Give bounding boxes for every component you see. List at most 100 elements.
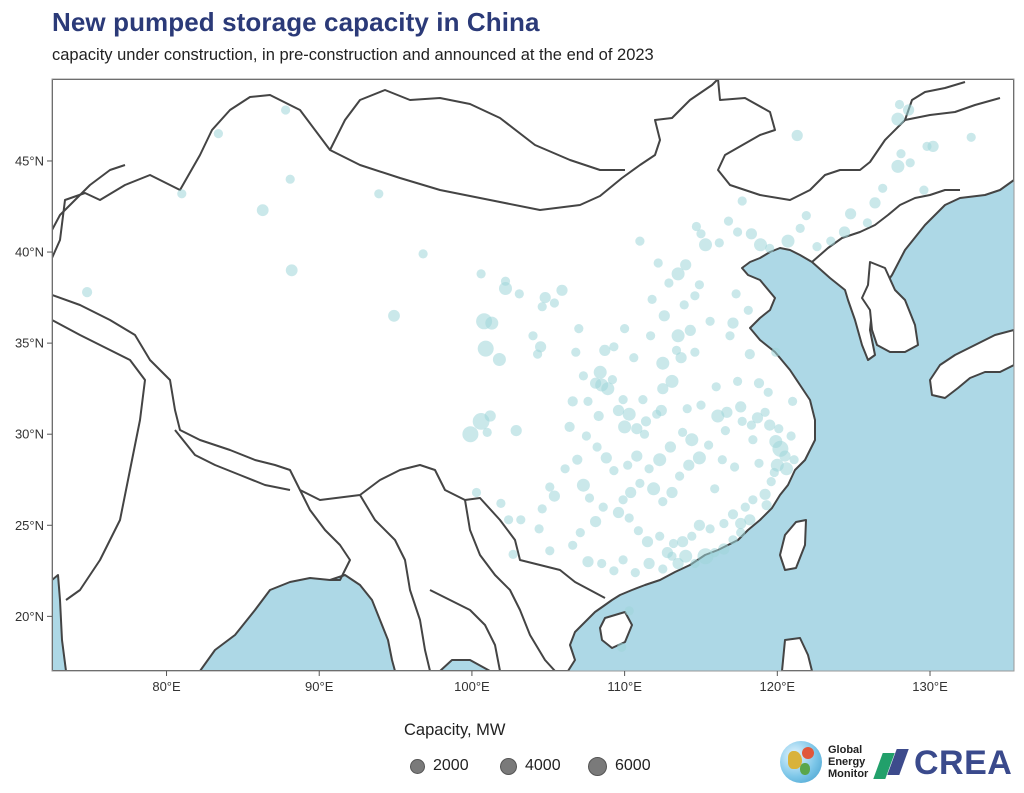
capacity-point [664, 441, 677, 453]
capacity-point [705, 316, 715, 326]
capacity-point [927, 140, 939, 152]
capacity-point [578, 371, 589, 381]
x-tick-label: 90°E [305, 679, 334, 694]
capacity-point [623, 460, 633, 470]
capacity-point [549, 298, 560, 308]
capacity-point [568, 540, 578, 550]
capacity-point [754, 238, 767, 252]
capacity-point [658, 310, 670, 322]
capacity-point [647, 294, 657, 304]
capacity-point [599, 344, 611, 356]
capacity-point [597, 558, 607, 569]
capacity-point [664, 278, 674, 288]
laos-vietnam-border [464, 499, 556, 671]
capacity-point [699, 238, 712, 252]
capacity-point [710, 548, 720, 558]
capacity-point [672, 557, 684, 570]
legend-label: 6000 [615, 757, 651, 774]
china-north-border [52, 79, 719, 259]
legend-item: 4000 [500, 756, 561, 776]
capacity-point [711, 382, 721, 392]
capacity-point [667, 551, 677, 561]
capacity-point [647, 482, 661, 496]
capacity-point [687, 531, 697, 541]
chart-title: New pumped storage capacity in China [52, 7, 540, 37]
capacity-point [692, 451, 706, 465]
capacity-point [781, 234, 795, 248]
capacity-point [640, 416, 652, 427]
capacity-point [635, 478, 645, 488]
capacity-point [671, 267, 685, 281]
capacity-point [765, 243, 775, 253]
capacity-point [696, 229, 706, 239]
myanmar-border [359, 494, 431, 671]
capacity-point [533, 349, 543, 359]
capacity-point [576, 478, 590, 492]
legend-title: Capacity, MW [404, 721, 506, 739]
capacity-point [618, 495, 628, 505]
capacity-point [878, 183, 888, 193]
capacity-point [658, 564, 668, 574]
capacity-point [618, 555, 628, 565]
china-northeast-border [717, 79, 1001, 201]
capacity-point [725, 331, 735, 341]
capacity-point [751, 412, 764, 424]
capacity-point [760, 407, 770, 417]
capacity-point [256, 204, 269, 217]
capacity-point [374, 189, 384, 199]
capacity-point [644, 464, 654, 474]
capacity-point [285, 174, 295, 184]
capacity-point [891, 159, 905, 173]
capacity-point [668, 538, 679, 549]
china-korea-border [811, 189, 960, 263]
capacity-point [744, 514, 756, 526]
capacity-point [717, 455, 727, 465]
capacity-point [730, 462, 740, 472]
capacity-point [720, 426, 731, 436]
capacity-point [753, 378, 765, 389]
india-pakistan-border [52, 319, 146, 601]
country-borders [52, 79, 1001, 671]
capacity-points [82, 99, 976, 652]
capacity-point [789, 455, 799, 465]
crea-logo-text: CREA [914, 744, 1013, 782]
capacity-point [728, 535, 738, 545]
capacity-point [600, 452, 612, 464]
capacity-point [966, 132, 976, 142]
capacity-point [629, 353, 639, 363]
thailand-border [429, 589, 501, 671]
capacity-point [598, 502, 608, 512]
capacity-point [564, 421, 575, 432]
chart-subtitle: capacity under construction, in pre-cons… [52, 46, 654, 64]
capacity-point [826, 236, 836, 246]
capacity-point [631, 423, 643, 435]
capacity-point [584, 493, 595, 503]
capacity-point [745, 228, 758, 240]
capacity-point [388, 309, 400, 322]
capacity-point [862, 218, 873, 228]
capacity-point [671, 329, 685, 343]
capacity-point [572, 454, 583, 465]
capacity-point [476, 269, 486, 279]
capacity-point [537, 504, 547, 514]
crea-logo: CREA [873, 744, 1013, 783]
y-tick-label: 35°N [15, 336, 44, 351]
capacity-point [675, 352, 687, 364]
capacity-point [620, 324, 630, 334]
capacity-point [769, 467, 779, 478]
capacity-point [737, 416, 747, 426]
capacity-point [894, 99, 905, 110]
capacity-point [694, 280, 705, 290]
capacity-point [285, 264, 298, 277]
capacity-point [635, 236, 645, 246]
capacity-point [625, 486, 637, 499]
capacity-point [609, 566, 619, 576]
capacity-point [754, 458, 764, 468]
capacity-point [733, 376, 743, 386]
capacity-point [737, 196, 747, 206]
capacity-point [658, 497, 668, 507]
capacity-point [788, 396, 798, 406]
capacity-point [571, 347, 581, 357]
gem-logo: Global Energy Monitor [780, 741, 868, 783]
capacity-point [609, 342, 619, 352]
